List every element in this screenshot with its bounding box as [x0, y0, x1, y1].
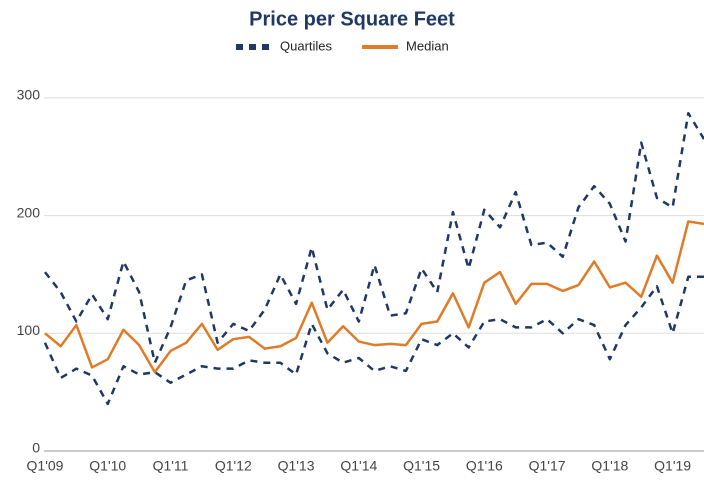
- x-tick-label: Q1'14: [340, 458, 377, 474]
- y-tick-label: 300: [17, 87, 41, 103]
- x-tick-label: Q1'09: [27, 458, 64, 474]
- x-tick-label: Q1'15: [403, 458, 440, 474]
- legend-label: Quartiles: [280, 38, 333, 53]
- line: [43, 275, 704, 406]
- line: [44, 220, 704, 374]
- x-tick-label: Q1'19: [654, 458, 691, 474]
- x-tick-label: Q1'16: [466, 458, 503, 474]
- x-tick-label: Q1'17: [529, 458, 566, 474]
- chart-title: Price per Square Feet: [249, 8, 455, 30]
- legend-label: Median: [406, 38, 449, 53]
- y-tick-label: 0: [32, 440, 40, 456]
- x-tick-label: Q1'11: [153, 458, 189, 474]
- x-tick-label: Q1'18: [591, 458, 628, 474]
- y-tick-label: 200: [17, 204, 41, 220]
- line: [44, 111, 704, 364]
- x-tick-label: Q1'13: [278, 458, 315, 474]
- y-tick-label: 100: [17, 322, 41, 338]
- x-tick-label: Q1'10: [89, 458, 126, 474]
- x-tick-label: Q1'12: [215, 458, 252, 474]
